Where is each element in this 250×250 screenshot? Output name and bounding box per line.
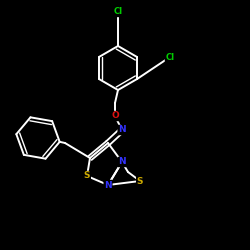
- Text: Cl: Cl: [114, 8, 122, 16]
- Text: O: O: [111, 112, 119, 120]
- Text: Cl: Cl: [166, 52, 174, 62]
- Text: N: N: [118, 126, 126, 134]
- Text: N: N: [118, 158, 126, 166]
- Text: S: S: [137, 176, 143, 186]
- Text: N: N: [104, 180, 112, 190]
- Text: S: S: [84, 172, 90, 180]
